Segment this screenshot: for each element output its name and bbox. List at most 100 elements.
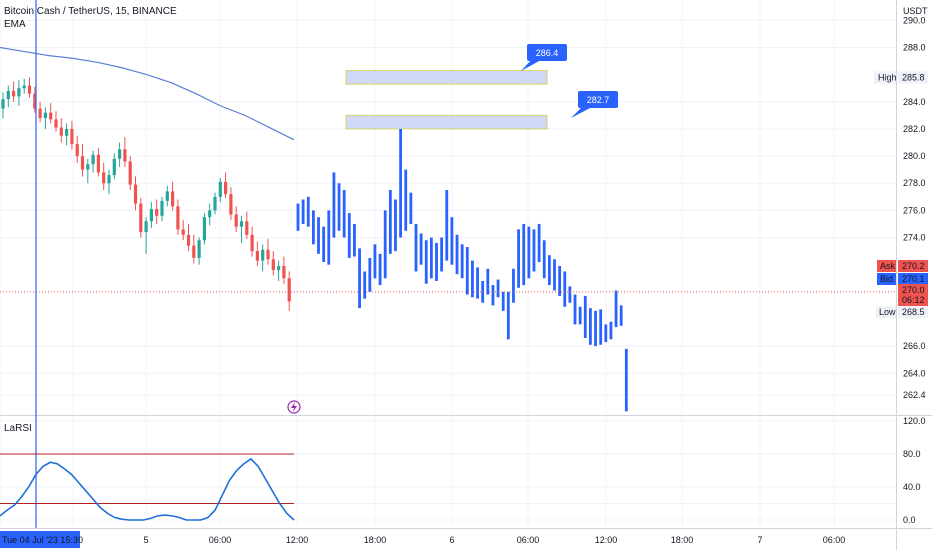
candle [165,185,169,207]
candle [197,237,201,265]
projection-bar [301,199,305,224]
candle [282,256,286,284]
projection-bar [568,286,572,303]
projection-bar [573,294,577,325]
projection-bar [512,268,515,303]
projection-bar [445,190,449,261]
candle [59,118,63,143]
callout-pointer [521,58,541,71]
candle [49,103,53,124]
projection-bar [424,240,428,284]
candle-body [80,156,85,170]
candle [91,150,95,173]
bid-value-bg [898,273,928,285]
candle-body [149,209,153,222]
candle-body [54,119,58,128]
candle [261,244,265,272]
projection-bar [619,305,623,326]
candle-body [17,88,21,97]
candle-body [186,234,191,246]
candle-body [176,206,180,230]
projection-bar [465,247,469,295]
lightning-icon[interactable] [287,400,301,414]
candle-body [59,127,63,136]
price-tick: 266.0 [903,341,926,351]
candle [54,111,58,132]
time-tick: 18:00 [671,535,694,545]
sub-tick: 80.0 [903,449,921,459]
candle [266,238,270,265]
candle-body [239,221,244,227]
projection-bar [347,213,351,258]
candle-body [118,149,122,159]
callout-box [578,91,618,108]
low-value: 268.5 [902,307,925,317]
ema-legend[interactable]: EMA [4,19,26,30]
candle [155,199,159,224]
time-tick: 06:00 [517,535,540,545]
candle [229,187,233,220]
price-tick: 282.0 [903,124,926,134]
candle [234,206,238,233]
candle [149,202,153,229]
candle [287,271,291,311]
candle-body [27,85,32,94]
larsi-legend[interactable]: LaRSI [4,423,32,434]
candle [192,234,196,264]
cursor-time-label: Tue 04 Jul '23 15:30 [2,535,83,545]
candle-body [91,154,95,165]
ask-value: 270.2 [902,261,925,271]
callout-pointer [571,105,592,118]
candle [224,172,228,199]
candle [75,135,79,163]
candle [70,120,74,150]
candle-body [1,99,5,109]
candle-body [12,90,16,97]
projection-bar [337,183,341,231]
candle-body [271,259,275,271]
projection-bar [306,196,310,227]
candle [160,196,164,222]
low-value-bg [898,306,928,319]
candle [1,92,5,119]
bid-tag-label: Bid [880,274,893,284]
projection-bar [476,267,479,299]
projection-bar [578,306,582,325]
projection-bar [583,295,587,338]
projection-bar [409,192,413,224]
projection-bar [368,257,372,292]
candle [171,181,175,211]
bid-value: 270.1 [902,274,925,284]
candle [133,176,138,211]
candle [176,199,180,235]
time-tick: 7 [757,535,762,545]
price-tick: 290.0 [903,15,926,25]
candle [107,169,111,195]
candle-body [192,245,196,258]
callout-label: 286.4 [536,48,559,58]
projection-bar [358,248,361,309]
candle-body [224,181,228,195]
high-tag-bg [874,71,896,84]
projection-bar [532,229,536,272]
candle-body [49,112,53,120]
candle [12,81,16,102]
projection-bar [517,229,520,288]
ask-tag-label: Ask [880,261,896,271]
projection-bar [388,190,392,254]
projection-bar [322,226,326,262]
projection-bar [537,223,541,262]
candle-body [250,234,254,252]
candle-body [171,191,175,207]
candle [112,153,116,180]
projection-bar [429,237,433,279]
candle-body [86,164,90,170]
candle-body [43,112,47,119]
candle-body [218,181,222,197]
candle [17,80,21,106]
projection-bar [440,237,444,272]
candle-body [165,191,169,201]
candle [86,158,90,184]
time-tick: 6 [449,535,454,545]
